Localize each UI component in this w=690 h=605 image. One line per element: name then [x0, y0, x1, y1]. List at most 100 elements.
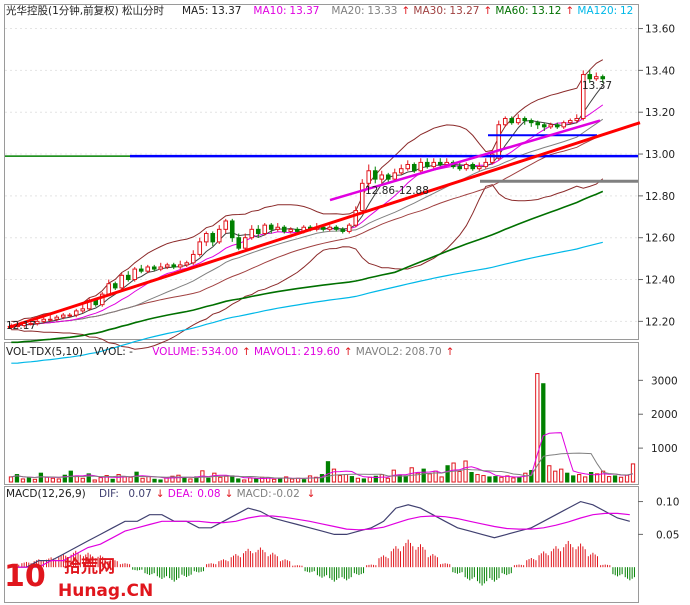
indicator-value: 219.60: [303, 346, 340, 358]
price-panel-frame: [4, 4, 639, 340]
upper-band-line: [11, 59, 604, 322]
candle-body: [132, 268, 138, 281]
volume-bar: [86, 473, 91, 483]
volume-bar: [475, 474, 480, 483]
mavol1-line: [10, 432, 634, 480]
indicator-value: 534.00: [201, 346, 238, 358]
candle-body: [106, 283, 112, 295]
candle-body: [112, 283, 118, 289]
volume-bar: [559, 468, 564, 483]
candle-body: [457, 166, 463, 170]
indicator-value: 13.27: [449, 5, 479, 17]
volume-bar: [62, 474, 67, 483]
volume-bar: [20, 478, 26, 483]
candle-body: [268, 224, 274, 230]
indicator-label: MAVOL2:: [356, 346, 403, 358]
indicator-label: MA5:: [182, 5, 208, 17]
candle-body: [190, 253, 196, 264]
candle-body: [41, 318, 47, 322]
volume-header: VOL-TDX(5,10) VVOL: - VOLUME: 534.00 ↑ MAVOL1…: [6, 346, 454, 358]
volume-tick-label: 1000: [651, 443, 678, 455]
candle-body: [223, 220, 229, 230]
candle-body: [54, 316, 60, 320]
candle-body: [177, 264, 183, 268]
candle-body: [138, 268, 144, 272]
candle-body: [288, 228, 294, 232]
candle-body: [320, 226, 326, 230]
indicator-label: MA30:: [413, 5, 446, 17]
price-tick-label: 13.60: [645, 24, 675, 36]
volume-bar: [152, 478, 157, 483]
volume-bar: [116, 474, 121, 483]
candle-body: [476, 166, 482, 170]
candle-body: [294, 228, 300, 232]
lower-band-line: [11, 178, 604, 350]
volume-bar: [577, 474, 582, 483]
volume-bar: [612, 475, 618, 483]
candle-body: [548, 124, 554, 128]
candle-body: [418, 161, 424, 172]
volume-bar: [212, 472, 217, 483]
volume-bar: [487, 476, 492, 483]
price-tick-label: 13.40: [645, 65, 675, 77]
candle-body: [99, 293, 105, 306]
volume-bar: [289, 478, 295, 483]
volume-bar: [553, 470, 558, 483]
main-trend-line: [7, 121, 641, 330]
indicator-label: MA60:: [495, 5, 528, 17]
volume-bar: [469, 472, 474, 483]
indicator-label: DIF:: [99, 488, 119, 500]
indicator-arrow: ↓: [225, 488, 234, 500]
candle-body: [158, 266, 164, 270]
indicator-value: 13.37: [289, 5, 319, 17]
indicator-arrow: ↑: [242, 346, 251, 358]
volume-bar: [56, 478, 61, 483]
volume-bar: [565, 472, 570, 483]
candle-body: [333, 226, 339, 230]
volume-bar: [122, 476, 127, 483]
volume-panel-frame: [4, 342, 639, 485]
volume-bar: [307, 475, 313, 483]
volume-bar: [415, 472, 420, 483]
candle-body: [47, 318, 53, 321]
volume-bar: [242, 479, 247, 483]
volume-bar: [618, 476, 624, 483]
volume-bar: [511, 477, 516, 483]
candle-body: [125, 274, 131, 281]
volume-bar: [325, 461, 331, 483]
indicator-label: MAVOL1:: [254, 346, 301, 358]
candle-body: [216, 228, 222, 243]
panel-title: VOL-TDX(5,10): [6, 346, 83, 358]
candle-body: [281, 226, 287, 232]
volume-bar: [547, 465, 552, 483]
candle-body: [509, 117, 515, 124]
candle-body: [379, 174, 385, 180]
ma20-line: [11, 118, 604, 326]
candle-body: [210, 233, 216, 243]
magenta-trend-line: [329, 119, 601, 202]
candle-body: [593, 76, 599, 80]
volume-bar: [529, 469, 534, 483]
volume-bar: [361, 478, 367, 483]
volume-bar: [248, 477, 253, 483]
volume-bar: [319, 474, 325, 483]
volume-bar: [26, 477, 32, 483]
indicator-value: 0.07: [128, 488, 151, 500]
volume-bar: [313, 476, 319, 483]
volume-bar: [283, 476, 289, 483]
candle-body: [522, 117, 528, 122]
indicator-value: -0.02: [273, 488, 300, 500]
candle-body: [496, 124, 502, 159]
volume-bar: [92, 479, 97, 483]
candle-body: [385, 174, 391, 180]
candle-body: [119, 274, 125, 289]
candle-body: [489, 153, 495, 163]
volume-bar: [463, 460, 468, 483]
candle-body: [340, 228, 346, 232]
candle-body: [398, 168, 404, 174]
price-header: 光华控股(1分钟,前复权) 松山分时 MA5: 13.37 MA10: 13.37 MA2…: [6, 4, 633, 17]
indicator-arrow: ↓: [156, 488, 165, 500]
dea-line: [14, 512, 630, 568]
candle-body: [405, 163, 411, 170]
panel-title: 光华控股(1分钟,前复权) 松山分时: [6, 4, 165, 17]
